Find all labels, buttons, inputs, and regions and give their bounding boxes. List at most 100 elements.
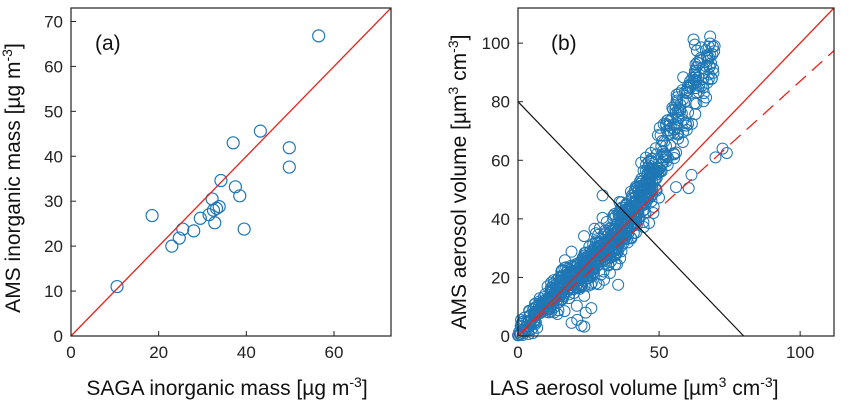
data-point [233, 189, 247, 203]
panel-a-y-axis-label: AMS inorganic mass [µg m-3] [0, 43, 25, 313]
data-point [612, 278, 625, 291]
data-point [650, 164, 663, 177]
data-point [647, 207, 660, 219]
data-point [609, 210, 622, 223]
panel-b-points [512, 30, 733, 342]
data-point [578, 230, 591, 243]
data-point [536, 305, 549, 318]
data-point [588, 222, 601, 235]
data-point [564, 274, 577, 287]
panel-b-x-ticks: 0 50 100 [513, 331, 814, 362]
y-tick-label: 30 [44, 192, 63, 211]
data-point [655, 165, 668, 178]
panel-a-points [110, 29, 326, 294]
data-point [572, 265, 585, 278]
data-point [576, 265, 589, 278]
data-point [565, 316, 578, 329]
panel-a-one-to-one-line [70, 7, 392, 337]
data-point [657, 118, 670, 131]
data-point [554, 270, 567, 283]
data-point [666, 101, 679, 114]
y-tick-label: 0 [54, 327, 63, 346]
data-point [524, 315, 537, 328]
x-tick-label: 100 [786, 343, 814, 362]
panel-a-y-ticks: 0 10 20 30 40 50 60 70 [44, 12, 76, 346]
data-point [616, 211, 629, 224]
data-point [686, 71, 699, 84]
data-point [622, 223, 635, 236]
data-point [653, 121, 666, 134]
data-point [705, 72, 718, 85]
data-point [596, 189, 609, 202]
data-point [709, 151, 722, 164]
data-point [237, 222, 251, 236]
y-tick-label: 60 [491, 151, 510, 170]
data-point [529, 297, 542, 310]
data-point [187, 224, 201, 238]
data-point [687, 33, 700, 46]
x-tick-label: 50 [650, 343, 669, 362]
panel-b-y-axis-label: AMS aerosol volume [µm3 cm-3] [445, 35, 471, 330]
data-point [602, 228, 615, 241]
data-point [592, 278, 605, 291]
data-point [193, 211, 207, 225]
data-point [671, 117, 684, 130]
data-point [523, 310, 536, 323]
y-tick-label: 80 [491, 93, 510, 112]
data-point [172, 231, 186, 245]
data-point [650, 183, 663, 196]
data-point [708, 40, 721, 53]
data-point [620, 229, 633, 242]
data-point [214, 173, 228, 188]
data-point [516, 316, 529, 329]
panel-a-x-ticks: 0 20 40 60 [66, 331, 343, 362]
panel-b-diagonal-line [517, 101, 745, 337]
data-point [707, 66, 720, 79]
x-tick-label: 0 [66, 343, 75, 362]
data-point [282, 160, 296, 174]
panel-a-x-axis-label: SAGA inorganic mass [µg m-3] [86, 374, 367, 400]
data-point [682, 81, 695, 94]
data-point [584, 278, 597, 291]
data-point [588, 248, 601, 261]
data-point [556, 290, 569, 303]
data-point [569, 258, 582, 271]
x-tick-label: 20 [149, 343, 168, 362]
data-point [676, 93, 689, 106]
data-point [690, 76, 703, 89]
y-tick-label: 50 [44, 102, 63, 121]
data-point [513, 327, 526, 340]
data-point [708, 45, 721, 58]
y-tick-label: 40 [44, 147, 63, 166]
data-point [608, 227, 621, 240]
data-point [645, 189, 658, 202]
data-point [209, 201, 224, 215]
data-point [667, 147, 680, 160]
data-point [683, 79, 696, 92]
data-point [637, 216, 650, 229]
data-point [550, 286, 563, 299]
data-point [615, 196, 628, 209]
panel-b-label: (b) [551, 32, 577, 55]
y-tick-label: 20 [44, 237, 63, 256]
data-point [588, 241, 601, 254]
data-point [570, 299, 583, 312]
data-point [707, 62, 720, 75]
panel-a-plot-frame [70, 7, 392, 337]
data-point [590, 246, 603, 259]
data-point [600, 240, 613, 253]
data-point [716, 142, 729, 155]
data-point [663, 115, 676, 128]
data-point [692, 71, 705, 84]
x-tick-label: 40 [237, 343, 256, 362]
data-point [688, 38, 701, 51]
data-point [641, 185, 654, 198]
data-point [670, 181, 683, 194]
data-point [663, 119, 676, 132]
data-point [689, 64, 702, 77]
x-tick-label: 0 [513, 343, 522, 362]
data-point [226, 136, 240, 150]
data-point [253, 124, 267, 138]
data-point [212, 199, 226, 214]
data-point [659, 139, 672, 152]
